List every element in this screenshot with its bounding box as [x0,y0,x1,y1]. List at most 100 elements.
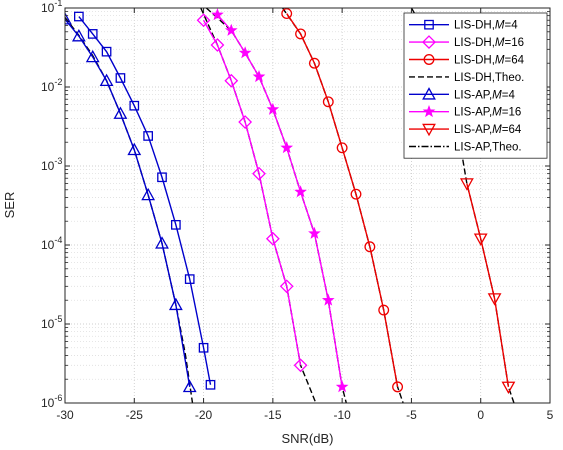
legend-entry: LIS-DH,M=4 [409,20,518,32]
data-point [155,236,169,249]
y-tick-label: 10-4 [41,235,62,252]
series-7 [459,178,516,395]
series-1 [74,11,216,390]
legend-label: LIS-DH,M=4 [454,20,518,32]
legend-label: LIS-AP,M=64 [454,124,522,136]
legend-label: LIS-DH,M=64 [454,55,525,67]
y-tick-label: 10-3 [41,156,62,173]
axis-ticks: -30 -25 -20 -15 -10 -5 0 5 10-6 10-5 10-4 10-3 10-2 1… [41,0,554,422]
legend-marker [422,87,436,100]
legend-marker [422,35,436,50]
legend-label: LIS-AP,M=16 [454,107,521,119]
y-tick-label: 10-6 [41,393,62,410]
data-point [473,233,488,246]
data-point [224,73,239,88]
legend-marker [424,19,434,30]
data-point [198,342,209,353]
y-tick-label: 10-2 [41,77,62,94]
data-point [129,100,140,111]
x-tick-label: -15 [264,408,282,422]
data-point [184,274,195,284]
data-point [143,131,153,141]
data-point [281,8,293,20]
y-tick-label: 10-5 [41,314,62,331]
data-point [335,380,349,393]
data-point [350,188,362,200]
data-point [127,142,142,156]
data-point [238,115,253,129]
series-line [202,19,302,366]
data-point [101,46,112,57]
legend-label: LIS-AP,Theo. [454,142,522,154]
legend-entry: LIS-DH,Theo. [409,72,524,84]
data-point [293,358,308,373]
data-point [392,381,404,393]
series-5 [65,12,197,393]
data-point [99,73,114,87]
x-tick-label: -10 [333,408,351,422]
series-line [466,183,510,387]
legend-entry: LIS-DH,M=64 [409,54,525,67]
data-point [294,185,307,198]
data-point [87,29,98,39]
x-tick-label: 5 [547,408,554,422]
data-point [501,381,516,395]
legend-entry: LIS-AP,M=4 [409,87,515,101]
data-point [210,38,225,52]
data-point [364,241,376,253]
x-axis-title: SNR(dB) [281,431,333,446]
data-point [308,57,320,69]
data-point [85,49,100,63]
data-point [171,219,181,230]
data-point [74,11,84,22]
data-point [141,187,156,201]
legend-marker [422,105,436,118]
data-series [65,8,516,395]
data-point [168,297,183,311]
legend-entry: LIS-AP,M=16 [409,105,521,119]
data-point [252,166,266,181]
data-point [308,226,321,239]
series-line [65,18,191,387]
series-3 [281,8,404,393]
x-tick-label: -30 [56,408,74,422]
legend-label: LIS-DH,Theo. [454,72,524,84]
x-tick-label: -20 [195,408,213,422]
data-point [279,279,294,294]
plot-frame [64,7,551,404]
x-tick-label: -5 [406,408,417,422]
data-point [211,8,224,21]
x-tick-label: 0 [477,408,484,422]
x-tick-label: -25 [126,408,144,422]
data-point [321,293,335,306]
y-tick-label: 10-1 [41,0,62,15]
data-point [459,178,474,191]
series-2 [196,13,308,373]
data-point [336,142,348,154]
series-line [78,16,212,385]
legend-entry: LIS-AP,M=64 [409,123,522,137]
data-point [378,304,390,316]
data-point [266,102,280,115]
y-axis-title: SER [2,192,17,219]
legend-marker [423,54,435,65]
series-line [216,14,343,387]
data-point [182,379,197,393]
legend-entry: LIS-DH,M=16 [409,35,524,50]
data-point [205,379,216,390]
legend: LIS-DH,M=4 LIS-DH,M=16 LIS-DH,M=64 LIS-DH,T… [403,12,548,159]
data-point [115,73,126,83]
data-point [280,141,294,154]
data-point [252,70,266,83]
data-point [224,23,238,36]
series-6 [211,8,349,393]
data-point [196,13,211,28]
legend-marker [422,123,436,137]
data-point [265,231,280,246]
data-point [157,172,167,183]
data-point [71,29,86,42]
data-point [487,293,502,306]
data-point [238,46,252,59]
data-point [322,96,334,108]
